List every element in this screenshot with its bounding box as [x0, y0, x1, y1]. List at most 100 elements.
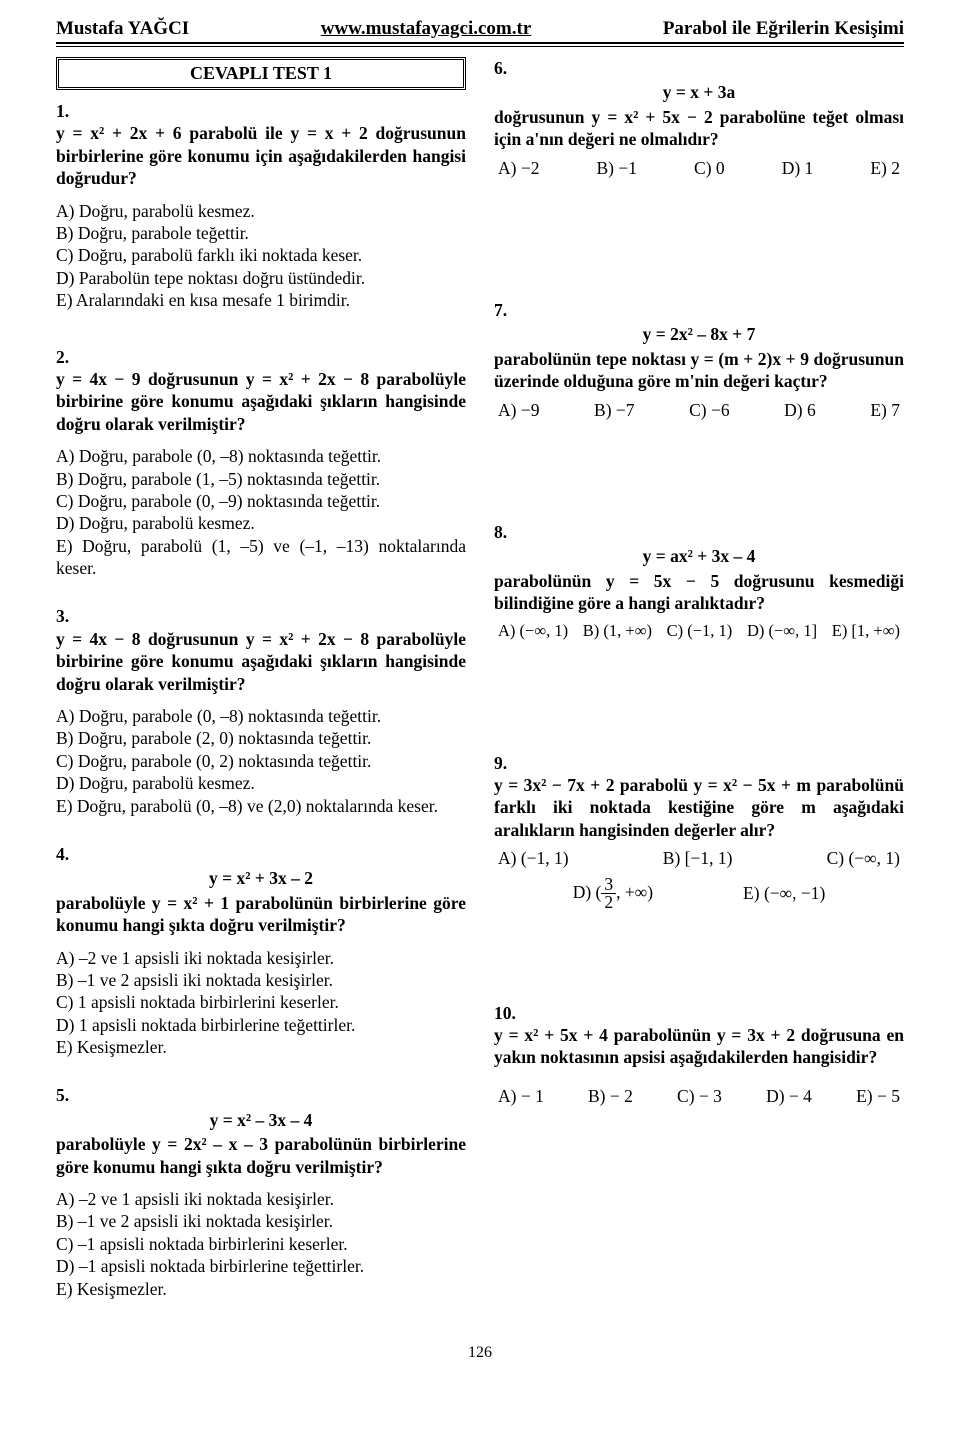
q6-opt-b: B) −1 — [597, 157, 638, 179]
q4-options: A) –2 ve 1 apsisli iki noktada kesişirle… — [56, 947, 466, 1059]
q6-options: A) −2 B) −1 C) 0 D) 1 E) 2 — [494, 157, 904, 179]
q2-opt-b: B) Doğru, parabole (1, –5) noktasında te… — [56, 468, 466, 490]
q5-equation: y = x² – 3x – 4 — [56, 1109, 466, 1131]
question-9: 9. y = 3x² − 7x + 2 parabolü y = x² − 5x… — [494, 752, 904, 912]
q9-d-fraction: 32 — [601, 876, 616, 912]
q5-body: parabolüyle y = 2x² – x – 3 parabolünün … — [56, 1134, 466, 1176]
q6-opt-d: D) 1 — [782, 157, 814, 179]
header-rule-1 — [56, 42, 904, 44]
q5-options: A) –2 ve 1 apsisli iki noktada kesişirle… — [56, 1188, 466, 1300]
q4-opt-c: C) 1 apsisli noktada birbirlerini keserl… — [56, 991, 466, 1013]
q2-options: A) Doğru, parabole (0, –8) noktasında te… — [56, 445, 466, 579]
test-title-box: CEVAPLI TEST 1 — [56, 57, 466, 90]
q4-opt-b: B) –1 ve 2 apsisli iki noktada kesişirle… — [56, 969, 466, 991]
q10-opt-c: C) − 3 — [677, 1085, 722, 1107]
author-name: Mustafa YAĞCI — [56, 18, 189, 40]
q3-opt-e: E) Doğru, parabolü (0, –8) ve (2,0) nokt… — [56, 795, 466, 817]
q3-opt-a: A) Doğru, parabole (0, –8) noktasında te… — [56, 705, 466, 727]
q1-opt-a: A) Doğru, parabolü kesmez. — [56, 200, 466, 222]
q1-number: 1. — [56, 101, 69, 121]
page-header: Mustafa YAĞCI www.mustafayagci.com.tr Pa… — [56, 18, 904, 42]
q6-body: doğrusunun y = x² + 5x − 2 parabolüne te… — [494, 107, 904, 149]
q2-opt-d: D) Doğru, parabolü kesmez. — [56, 512, 466, 534]
q7-equation: y = 2x² – 8x + 7 — [494, 323, 904, 345]
q3-opt-d: D) Doğru, parabolü kesmez. — [56, 772, 466, 794]
q5-opt-b: B) –1 ve 2 apsisli iki noktada kesişirle… — [56, 1210, 466, 1232]
left-column: CEVAPLI TEST 1 1. y = x² + 2x + 6 parabo… — [56, 57, 466, 1326]
q3-body: y = 4x − 8 doğrusunun y = x² + 2x − 8 pa… — [56, 629, 466, 694]
q1-opt-e: E) Aralarındaki en kısa mesafe 1 birimdi… — [56, 289, 466, 311]
q2-opt-e: E) Doğru, parabolü (1, –5) ve (–1, –13) … — [56, 535, 466, 580]
q3-options: A) Doğru, parabole (0, –8) noktasında te… — [56, 705, 466, 817]
q4-number: 4. — [56, 844, 69, 864]
q5-opt-c: C) –1 apsisli noktada birbirlerini keser… — [56, 1233, 466, 1255]
right-column: 6. y = x + 3a doğrusunun y = x² + 5x − 2… — [494, 57, 904, 1326]
q2-opt-c: C) Doğru, parabole (0, –9) noktasında te… — [56, 490, 466, 512]
question-8: 8. y = ax² + 3x – 4 parabolünün y = 5x −… — [494, 521, 904, 642]
page: Mustafa YAĞCI www.mustafayagci.com.tr Pa… — [0, 0, 960, 1382]
q5-opt-d: D) –1 apsisli noktada birbirlerine teğet… — [56, 1255, 466, 1277]
q4-opt-d: D) 1 apsisli noktada birbirlerine teğett… — [56, 1014, 466, 1036]
q9-body: y = 3x² − 7x + 2 parabolü y = x² − 5x + … — [494, 775, 904, 840]
question-10: 10. y = x² + 5x + 4 parabolünün y = 3x +… — [494, 1002, 904, 1108]
q8-opt-a: A) (−∞, 1) — [498, 620, 568, 641]
q2-body: y = 4x − 9 doğrusunun y = x² + 2x − 8 pa… — [56, 369, 466, 434]
q10-options: A) − 1 B) − 2 C) − 3 D) − 4 E) − 5 — [494, 1085, 904, 1107]
q7-body: parabolünün tepe noktası y = (m + 2)x + … — [494, 349, 904, 391]
q10-number: 10. — [494, 1003, 516, 1023]
q9-d-pre: D) ( — [573, 882, 602, 902]
q9-opt-c: C) (−∞, 1) — [827, 847, 900, 869]
q3-number: 3. — [56, 606, 69, 626]
question-1: 1. y = x² + 2x + 6 parabolü ile y = x + … — [56, 100, 466, 312]
q4-opt-a: A) –2 ve 1 apsisli iki noktada kesişirle… — [56, 947, 466, 969]
page-number: 126 — [56, 1344, 904, 1362]
q2-number: 2. — [56, 347, 69, 367]
question-6: 6. y = x + 3a doğrusunun y = x² + 5x − 2… — [494, 57, 904, 179]
q8-opt-e: E) [1, +∞) — [832, 620, 900, 641]
q9-d-post: , +∞) — [616, 882, 653, 902]
q9-opt-d: D) (32, +∞) — [573, 876, 653, 912]
q4-equation: y = x² + 3x – 2 — [56, 867, 466, 889]
question-4: 4. y = x² + 3x – 2 parabolüyle y = x² + … — [56, 843, 466, 1059]
q7-opt-d: D) 6 — [784, 399, 816, 421]
header-rule-2 — [56, 46, 904, 47]
q10-opt-a: A) − 1 — [498, 1085, 544, 1107]
q6-number: 6. — [494, 58, 507, 78]
q9-opt-b: B) [−1, 1) — [663, 847, 733, 869]
q7-opt-a: A) −9 — [498, 399, 539, 421]
q6-opt-c: C) 0 — [694, 157, 725, 179]
content-columns: CEVAPLI TEST 1 1. y = x² + 2x + 6 parabo… — [56, 57, 904, 1326]
q4-body: parabolüyle y = x² + 1 parabolünün birbi… — [56, 893, 466, 935]
q8-opt-c: C) (−1, 1) — [667, 620, 733, 641]
q1-opt-c: C) Doğru, parabolü farklı iki noktada ke… — [56, 244, 466, 266]
site-link[interactable]: www.mustafayagci.com.tr — [321, 18, 532, 40]
q2-opt-a: A) Doğru, parabole (0, –8) noktasında te… — [56, 445, 466, 467]
q1-options: A) Doğru, parabolü kesmez. B) Doğru, par… — [56, 200, 466, 312]
question-3: 3. y = 4x − 8 doğrusunun y = x² + 2x − 8… — [56, 605, 466, 817]
q8-body: parabolünün y = 5x − 5 doğrusunu kesmedi… — [494, 571, 904, 613]
q9-opt-a: A) (−1, 1) — [498, 847, 569, 869]
q4-opt-e: E) Kesişmezler. — [56, 1036, 466, 1058]
q10-body: y = x² + 5x + 4 parabolünün y = 3x + 2 d… — [494, 1025, 904, 1067]
question-7: 7. y = 2x² – 8x + 7 parabolünün tepe nok… — [494, 299, 904, 421]
q9-number: 9. — [494, 753, 507, 773]
q9-opt-e: E) (−∞, −1) — [743, 882, 825, 904]
q6-opt-a: A) −2 — [498, 157, 539, 179]
q1-opt-d: D) Parabolün tepe noktası doğru üstünded… — [56, 267, 466, 289]
q7-opt-b: B) −7 — [594, 399, 635, 421]
q8-number: 8. — [494, 522, 507, 542]
q10-opt-e: E) − 5 — [856, 1085, 900, 1107]
q8-opt-d: D) (−∞, 1] — [747, 620, 817, 641]
q8-options: A) (−∞, 1) B) (1, +∞) C) (−1, 1) D) (−∞,… — [494, 620, 904, 641]
question-5: 5. y = x² – 3x – 4 parabolüyle y = 2x² –… — [56, 1084, 466, 1300]
q3-opt-c: C) Doğru, parabole (0, 2) noktasında teğ… — [56, 750, 466, 772]
q5-opt-a: A) –2 ve 1 apsisli iki noktada kesişirle… — [56, 1188, 466, 1210]
q10-opt-b: B) − 2 — [588, 1085, 633, 1107]
q8-opt-b: B) (1, +∞) — [583, 620, 652, 641]
topic-title: Parabol ile Eğrilerin Kesişimi — [663, 18, 904, 40]
question-2: 2. y = 4x − 9 doğrusunun y = x² + 2x − 8… — [56, 346, 466, 580]
q7-number: 7. — [494, 300, 507, 320]
q1-body: y = x² + 2x + 6 parabolü ile y = x + 2 d… — [56, 123, 466, 188]
q1-opt-b: B) Doğru, parabole teğettir. — [56, 222, 466, 244]
q7-opt-e: E) 7 — [870, 399, 900, 421]
